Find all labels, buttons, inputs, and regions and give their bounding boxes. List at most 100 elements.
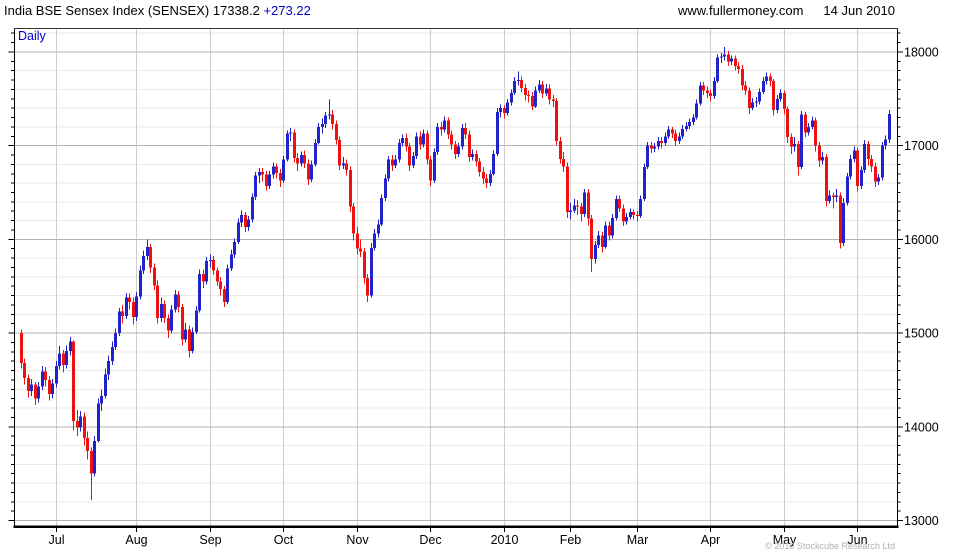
candle-body (261, 171, 264, 175)
candle-body (422, 133, 425, 145)
candle-body (636, 214, 639, 216)
candle-body (842, 202, 845, 244)
page-header: India BSE Sensex Index (SENSEX) 17338.2 … (4, 3, 311, 18)
candle-body (198, 274, 201, 311)
candle-body (779, 93, 782, 99)
candle-body (135, 296, 138, 318)
candle-body (688, 122, 691, 126)
candle-body (83, 416, 86, 439)
candle-body (531, 95, 534, 107)
candle-body (580, 206, 583, 215)
candle-body (468, 134, 471, 157)
candle-body (849, 158, 852, 177)
candle-body (552, 99, 555, 102)
candle-body (653, 146, 656, 149)
candle-body (709, 93, 712, 96)
candle-body (51, 383, 54, 394)
candle-body (464, 127, 467, 135)
candle-body (863, 143, 866, 171)
candle-body (321, 124, 324, 127)
candle-body (153, 267, 156, 286)
candle-body (643, 167, 646, 200)
candle-body (345, 163, 348, 171)
candle-body (590, 218, 593, 260)
candle-body (377, 224, 380, 234)
site-label: www.fullermoney.com (677, 3, 804, 18)
candle-body (737, 65, 740, 69)
candle-body (408, 146, 411, 166)
candle-body (205, 260, 208, 282)
candle-body (769, 76, 772, 81)
candle-body (797, 143, 800, 168)
candle-body (538, 84, 541, 91)
candle-body (800, 114, 803, 168)
candle-body (191, 332, 194, 351)
candle-body (387, 159, 390, 179)
candle-body (398, 142, 401, 160)
candle-body (699, 85, 702, 104)
candle-body (604, 225, 607, 247)
candle-body (443, 120, 446, 130)
candle-body (524, 88, 527, 96)
candle-body (517, 80, 520, 82)
x-axis-label: Nov (346, 533, 369, 547)
candle-body (324, 115, 327, 125)
candle-body (170, 309, 173, 331)
candle-body (244, 214, 247, 228)
candle-body (363, 251, 366, 278)
candle-body (195, 310, 198, 333)
candle-body (118, 311, 121, 334)
candle-body (569, 210, 572, 213)
candle-body (807, 126, 810, 133)
candle-body (702, 85, 705, 91)
candle-body (594, 244, 597, 260)
candle-body (111, 347, 114, 362)
candle-body (559, 140, 562, 159)
candle-body (723, 54, 726, 57)
candle-body (177, 294, 180, 307)
candle-body (335, 124, 338, 141)
candle-body (660, 140, 663, 143)
candle-body (37, 386, 40, 399)
candle-body (755, 101, 758, 103)
candle-body (181, 306, 184, 340)
candle-body (475, 154, 478, 162)
candle-body (352, 206, 355, 234)
candle-body (160, 304, 163, 319)
candle-body (555, 101, 558, 141)
y-axis-label: 14000 (904, 420, 939, 434)
candle-body (90, 451, 93, 474)
candle-body (132, 302, 135, 318)
candle-body (125, 297, 128, 317)
candle-body (282, 159, 285, 181)
candle-body (765, 76, 768, 81)
candle-body (783, 93, 786, 110)
candle-body (139, 270, 142, 297)
candle-body (41, 371, 44, 387)
candle-body (293, 132, 296, 158)
candle-body (513, 80, 516, 94)
candle-body (202, 274, 205, 282)
candle-body (786, 109, 789, 138)
candle-body (758, 92, 761, 102)
x-axis-label: Aug (125, 533, 147, 547)
candle-body (860, 170, 863, 186)
candle-body (394, 159, 397, 166)
candle-body (272, 166, 275, 175)
candle-body (562, 158, 565, 167)
candle-body (734, 58, 737, 66)
candle-body (34, 384, 37, 399)
candle-body (832, 195, 835, 198)
candle-body (370, 247, 373, 296)
candle-body (716, 57, 719, 81)
candle-body (461, 127, 464, 147)
chart-title: India BSE Sensex Index (SENSEX) 17338.2 (4, 3, 260, 18)
candle-body (93, 440, 96, 474)
candle-body (384, 178, 387, 199)
candle-body (867, 143, 870, 159)
candle-body (730, 58, 733, 62)
candle-body (359, 248, 362, 252)
candle-body (188, 329, 191, 351)
price-change: +273.22 (263, 3, 311, 18)
